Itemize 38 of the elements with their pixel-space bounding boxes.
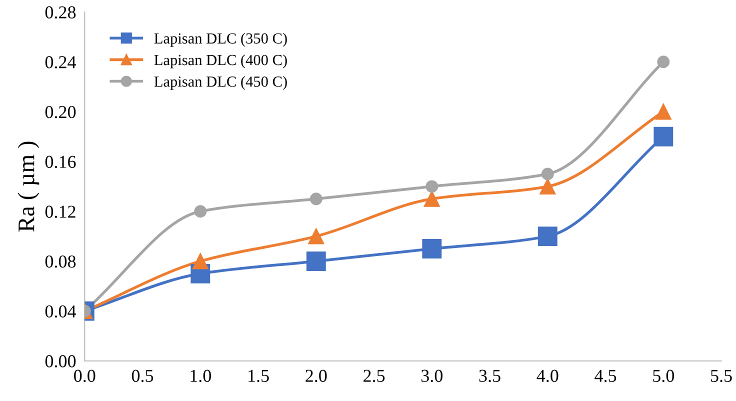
- x-tick-label: 0.0: [74, 370, 96, 382]
- y-tick-label: 0.04: [45, 305, 76, 318]
- x-tick-label: 5.5: [711, 370, 732, 382]
- legend-label: Lapisan DLC (350 C): [154, 32, 287, 47]
- y-tick-label: 0.20: [45, 106, 76, 118]
- x-tick-label: 4.0: [536, 370, 558, 382]
- point: [424, 190, 440, 207]
- y-tick-label: 0.28: [45, 6, 76, 19]
- point: [194, 205, 207, 218]
- x-tick-label: 1.0: [190, 370, 211, 382]
- y-tick-label: 0.00: [45, 355, 76, 368]
- x-tick-label: 2.0: [306, 370, 327, 382]
- point: [657, 56, 670, 68]
- point: [541, 168, 554, 180]
- y-tick-label: 0.24: [45, 56, 76, 68]
- x-tick-label: 4.5: [594, 370, 616, 382]
- point: [540, 178, 556, 194]
- point: [306, 252, 326, 271]
- x-tick-label: 2.5: [364, 370, 385, 382]
- x-tick-label: 0.5: [132, 370, 154, 382]
- legend-label: Lapisan DLC (450 C): [154, 76, 287, 90]
- point: [192, 253, 208, 270]
- point: [310, 192, 322, 206]
- x-tick-label: 1.5: [248, 370, 269, 382]
- y-axis-title: Ra ( µm ): [18, 142, 40, 232]
- legend-label: Lapisan DLC (400 C): [154, 54, 287, 68]
- y-tick-label: 0.12: [45, 206, 76, 218]
- y-tick-label: 0.08: [45, 255, 76, 268]
- point: [308, 228, 324, 244]
- x-tick-label: 3.0: [421, 370, 442, 382]
- point: [426, 180, 438, 193]
- point: [655, 104, 672, 120]
- y-tick-label: 0.16: [45, 156, 76, 168]
- x-tick-label: 5.0: [653, 370, 674, 382]
- point: [422, 239, 442, 258]
- x-tick-label: 3.5: [479, 370, 500, 382]
- point: [654, 126, 674, 146]
- point: [538, 226, 558, 246]
